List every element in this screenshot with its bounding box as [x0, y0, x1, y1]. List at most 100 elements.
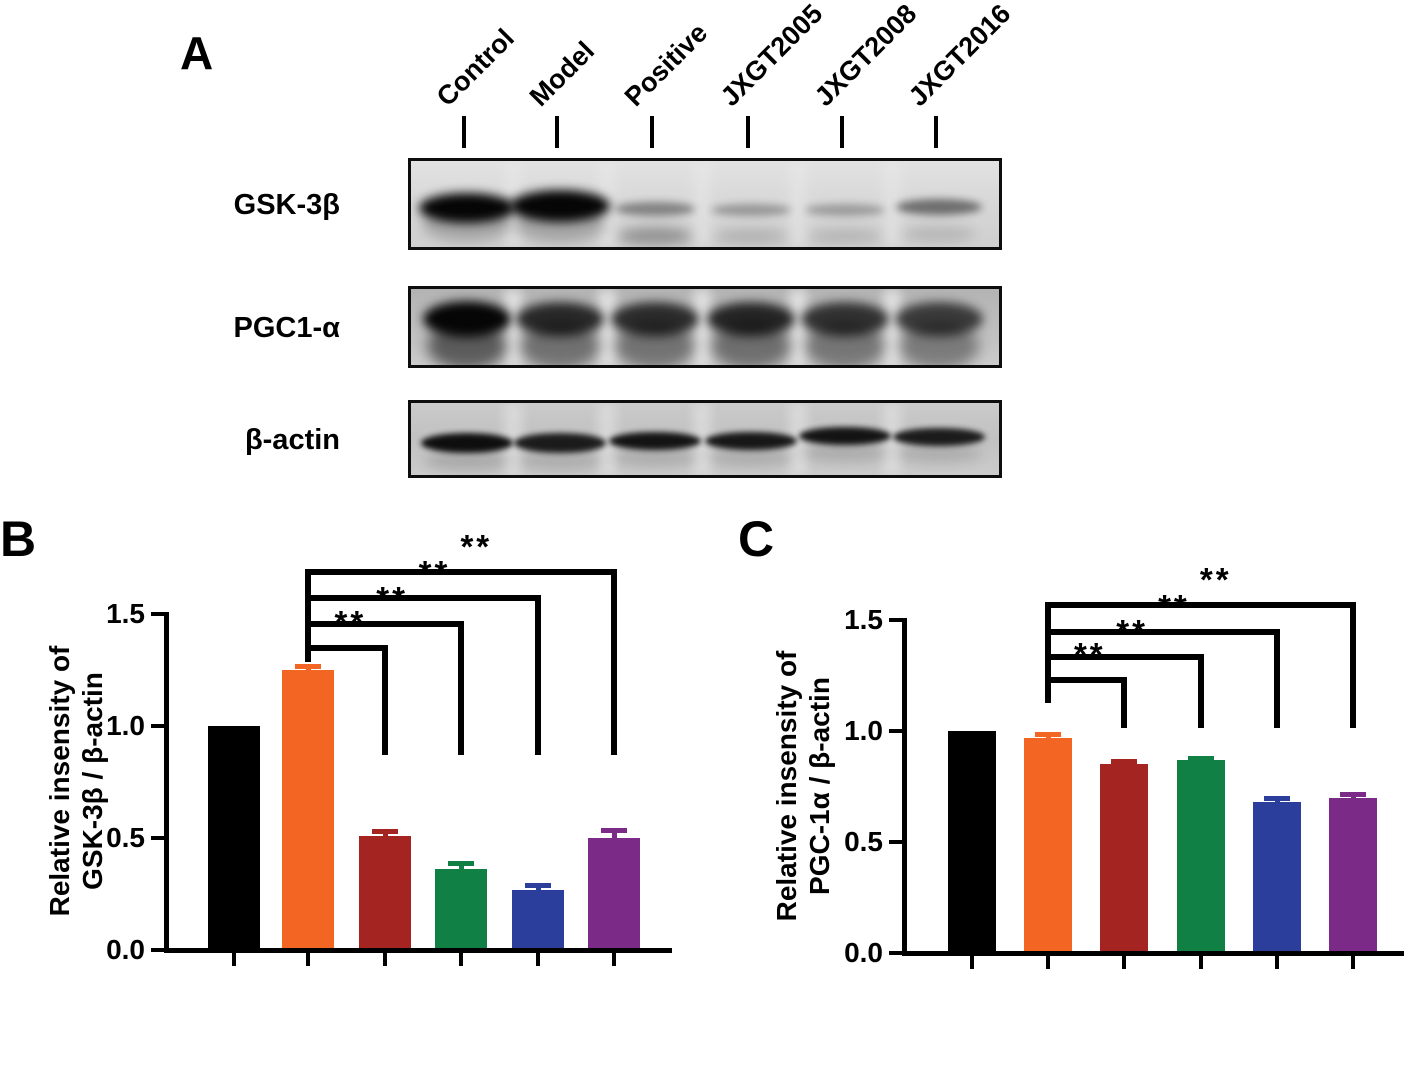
panel-b-letter: B	[0, 511, 37, 567]
bar-model	[1024, 737, 1072, 953]
lane-gap	[693, 403, 711, 475]
protein-band-smear	[708, 449, 794, 467]
lane-gap	[693, 161, 711, 247]
sig-bracket-drop	[535, 598, 541, 755]
protein-band	[799, 427, 891, 445]
error-bar-cap	[601, 828, 627, 834]
y-axis-line	[164, 612, 169, 952]
panel-c-y-axis-title-line1: Relative insensity of	[771, 650, 802, 922]
y-axis-tick	[151, 612, 165, 616]
y-axis-tick	[151, 724, 165, 728]
blot-image-2	[408, 286, 1002, 368]
protein-band-smear	[902, 227, 976, 241]
protein-band	[609, 432, 701, 450]
lane-tick	[840, 116, 844, 148]
y-axis-tick-label: 1.0	[844, 715, 883, 746]
protein-band	[510, 190, 610, 222]
sig-bracket-bar	[305, 645, 388, 651]
protein-band-smear	[517, 451, 603, 471]
y-axis-tick-label: 1.5	[106, 598, 145, 629]
y-axis-tick-label: 0.0	[106, 934, 145, 965]
lane-gap	[598, 289, 616, 365]
protein-band	[615, 202, 695, 216]
sig-bracket-drop	[382, 648, 388, 755]
protein-band	[421, 433, 513, 453]
bar-control	[208, 726, 260, 950]
lane-tick	[555, 116, 559, 148]
y-axis-tick	[151, 836, 165, 840]
y-axis-tick-label: 1.0	[106, 710, 145, 741]
sig-bracket-spine	[305, 569, 311, 662]
protein-band	[419, 193, 515, 223]
blot-image-1	[408, 158, 1002, 250]
error-bar-cap	[1111, 758, 1137, 764]
sig-bracket-drop	[458, 624, 464, 755]
x-axis-tick	[970, 956, 974, 969]
protein-band-smear	[805, 322, 885, 365]
sig-bracket-bar	[1045, 677, 1127, 683]
lane-gap	[789, 161, 807, 247]
x-axis-tick	[459, 953, 463, 966]
x-axis-tick	[1351, 956, 1355, 969]
protein-band	[707, 302, 795, 336]
x-axis-tick	[306, 953, 310, 966]
lane-label-positive: Positive	[618, 17, 714, 112]
blot-image-3	[408, 400, 1002, 478]
x-axis-tick	[612, 953, 616, 966]
lane-gap	[883, 403, 901, 475]
y-axis-line	[902, 618, 907, 955]
protein-band	[705, 432, 797, 450]
panel-a: A Control Model Positive JXGT2005 JXGT2008 JX…	[0, 0, 1419, 500]
lane-gap	[504, 289, 522, 365]
protein-band	[895, 302, 983, 336]
protein-band-smear	[612, 449, 698, 467]
blot-row-label-2: PGC1-α	[233, 312, 340, 344]
lane-tick	[934, 116, 938, 148]
blot-row-label-1: GSK-3β	[233, 189, 340, 221]
sig-bracket-drop	[611, 572, 617, 755]
protein-band-smear	[714, 229, 788, 243]
x-axis-tick	[1199, 956, 1203, 969]
sig-bracket-drop	[1274, 632, 1280, 728]
x-axis-tick	[1122, 956, 1126, 969]
bar-jxgt2016	[588, 838, 640, 950]
lane-gap	[789, 289, 807, 365]
y-axis-tick	[889, 951, 903, 955]
bar-jxgt2016	[1329, 797, 1377, 953]
lane-gap	[883, 161, 901, 247]
x-axis-tick	[383, 953, 387, 966]
lane-label-model: Model	[523, 35, 601, 112]
lane-gap	[598, 403, 616, 475]
sig-bracket-bar	[305, 569, 617, 575]
x-axis-line	[902, 951, 1404, 956]
protein-band	[805, 204, 885, 216]
error-bar-stem	[1351, 794, 1356, 801]
bar-jxgt2005	[1177, 759, 1225, 953]
y-axis-tick-label: 0.5	[844, 826, 883, 857]
x-axis-tick	[536, 953, 540, 966]
error-bar-stem	[459, 862, 464, 873]
x-axis-tick	[1046, 956, 1050, 969]
bar-control	[948, 731, 996, 953]
error-bar-stem	[306, 665, 311, 673]
bar-jxgt2008	[512, 889, 564, 950]
lane-tick	[462, 116, 466, 148]
sig-bracket-drop	[1121, 680, 1127, 728]
sig-bracket-bar	[1045, 654, 1204, 660]
lane-tick	[746, 116, 750, 148]
y-axis-tick	[889, 729, 903, 733]
sig-stars: **	[1199, 561, 1232, 598]
protein-band-smear	[422, 207, 512, 241]
protein-band-smear	[514, 206, 606, 242]
protein-band-smear	[802, 444, 888, 462]
lane-label-control: Control	[430, 22, 520, 112]
y-axis-tick-label: 1.5	[844, 604, 883, 635]
bar-jxgt2008	[1253, 802, 1301, 953]
error-bar-cap	[1264, 795, 1290, 801]
lane-gap	[504, 403, 522, 475]
sig-bracket-drop	[1350, 605, 1356, 728]
sig-bracket-bar	[305, 595, 541, 601]
protein-band-smear	[896, 445, 982, 463]
y-axis-tick-label: 0.5	[106, 822, 145, 853]
